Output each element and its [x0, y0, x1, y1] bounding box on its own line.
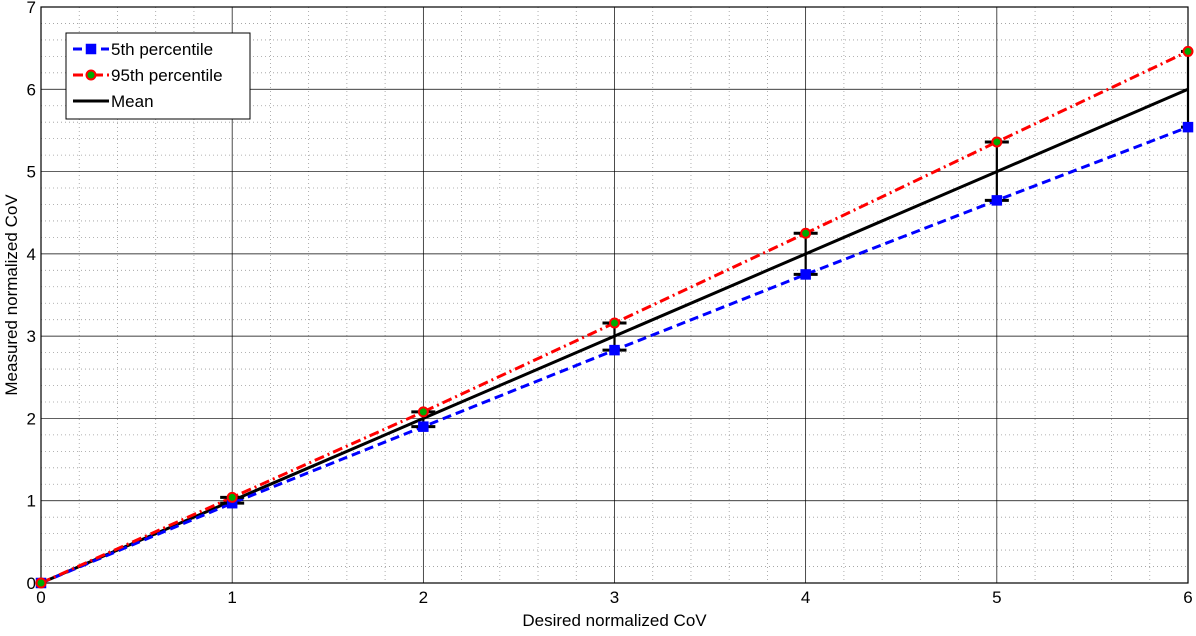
- marker-95th-percentile: [991, 136, 1003, 148]
- minor-grid: [41, 7, 1188, 583]
- x-axis-label: Desired normalized CoV: [522, 611, 707, 630]
- x-tick-label: 1: [227, 588, 236, 607]
- legend-label: 5th percentile: [111, 40, 213, 59]
- x-tick-label: 3: [610, 588, 619, 607]
- x-tick-label: 5: [992, 588, 1001, 607]
- y-tick-label: 2: [27, 409, 36, 428]
- x-tick-label: 6: [1183, 588, 1192, 607]
- y-tick-label: 0: [27, 574, 36, 593]
- x-tick-label: 2: [419, 588, 428, 607]
- legend-marker: [85, 69, 97, 81]
- legend-label: Mean: [111, 92, 154, 111]
- marker-5th-percentile: [1182, 121, 1194, 133]
- marker-5th-percentile: [800, 269, 811, 280]
- x-tick-label: 0: [36, 588, 45, 607]
- marker-95th-percentile: [226, 491, 238, 503]
- marker-95th-percentile: [609, 317, 620, 329]
- y-tick-label: 3: [27, 327, 36, 346]
- y-tick-label: 4: [27, 245, 36, 264]
- y-tick-label: 5: [27, 163, 36, 182]
- legend-marker: [85, 43, 97, 55]
- marker-95th-percentile: [1182, 45, 1194, 57]
- y-axis-label: Measured normalized CoV: [2, 194, 21, 396]
- marker-layer: [35, 45, 1194, 589]
- tick-labels: 0 1 2 3 4 5 6 0 1 2 3 4 5 6 7: [27, 0, 1193, 607]
- y-tick-label: 7: [27, 0, 36, 17]
- marker-95th-percentile: [35, 577, 47, 589]
- plot-frame: [40, 6, 1189, 584]
- marker-5th-percentile: [418, 421, 429, 432]
- marker-5th-percentile: [609, 344, 620, 356]
- marker-95th-percentile: [417, 406, 429, 418]
- legend: 5th percentile 95th percentile Mean: [65, 32, 251, 120]
- marker-5th-percentile: [991, 195, 1003, 206]
- y-tick-label: 1: [27, 492, 36, 511]
- y-tick-label: 6: [27, 80, 36, 99]
- marker-95th-percentile: [800, 227, 812, 239]
- legend-label: 95th percentile: [111, 66, 223, 85]
- x-tick-label: 4: [801, 588, 810, 607]
